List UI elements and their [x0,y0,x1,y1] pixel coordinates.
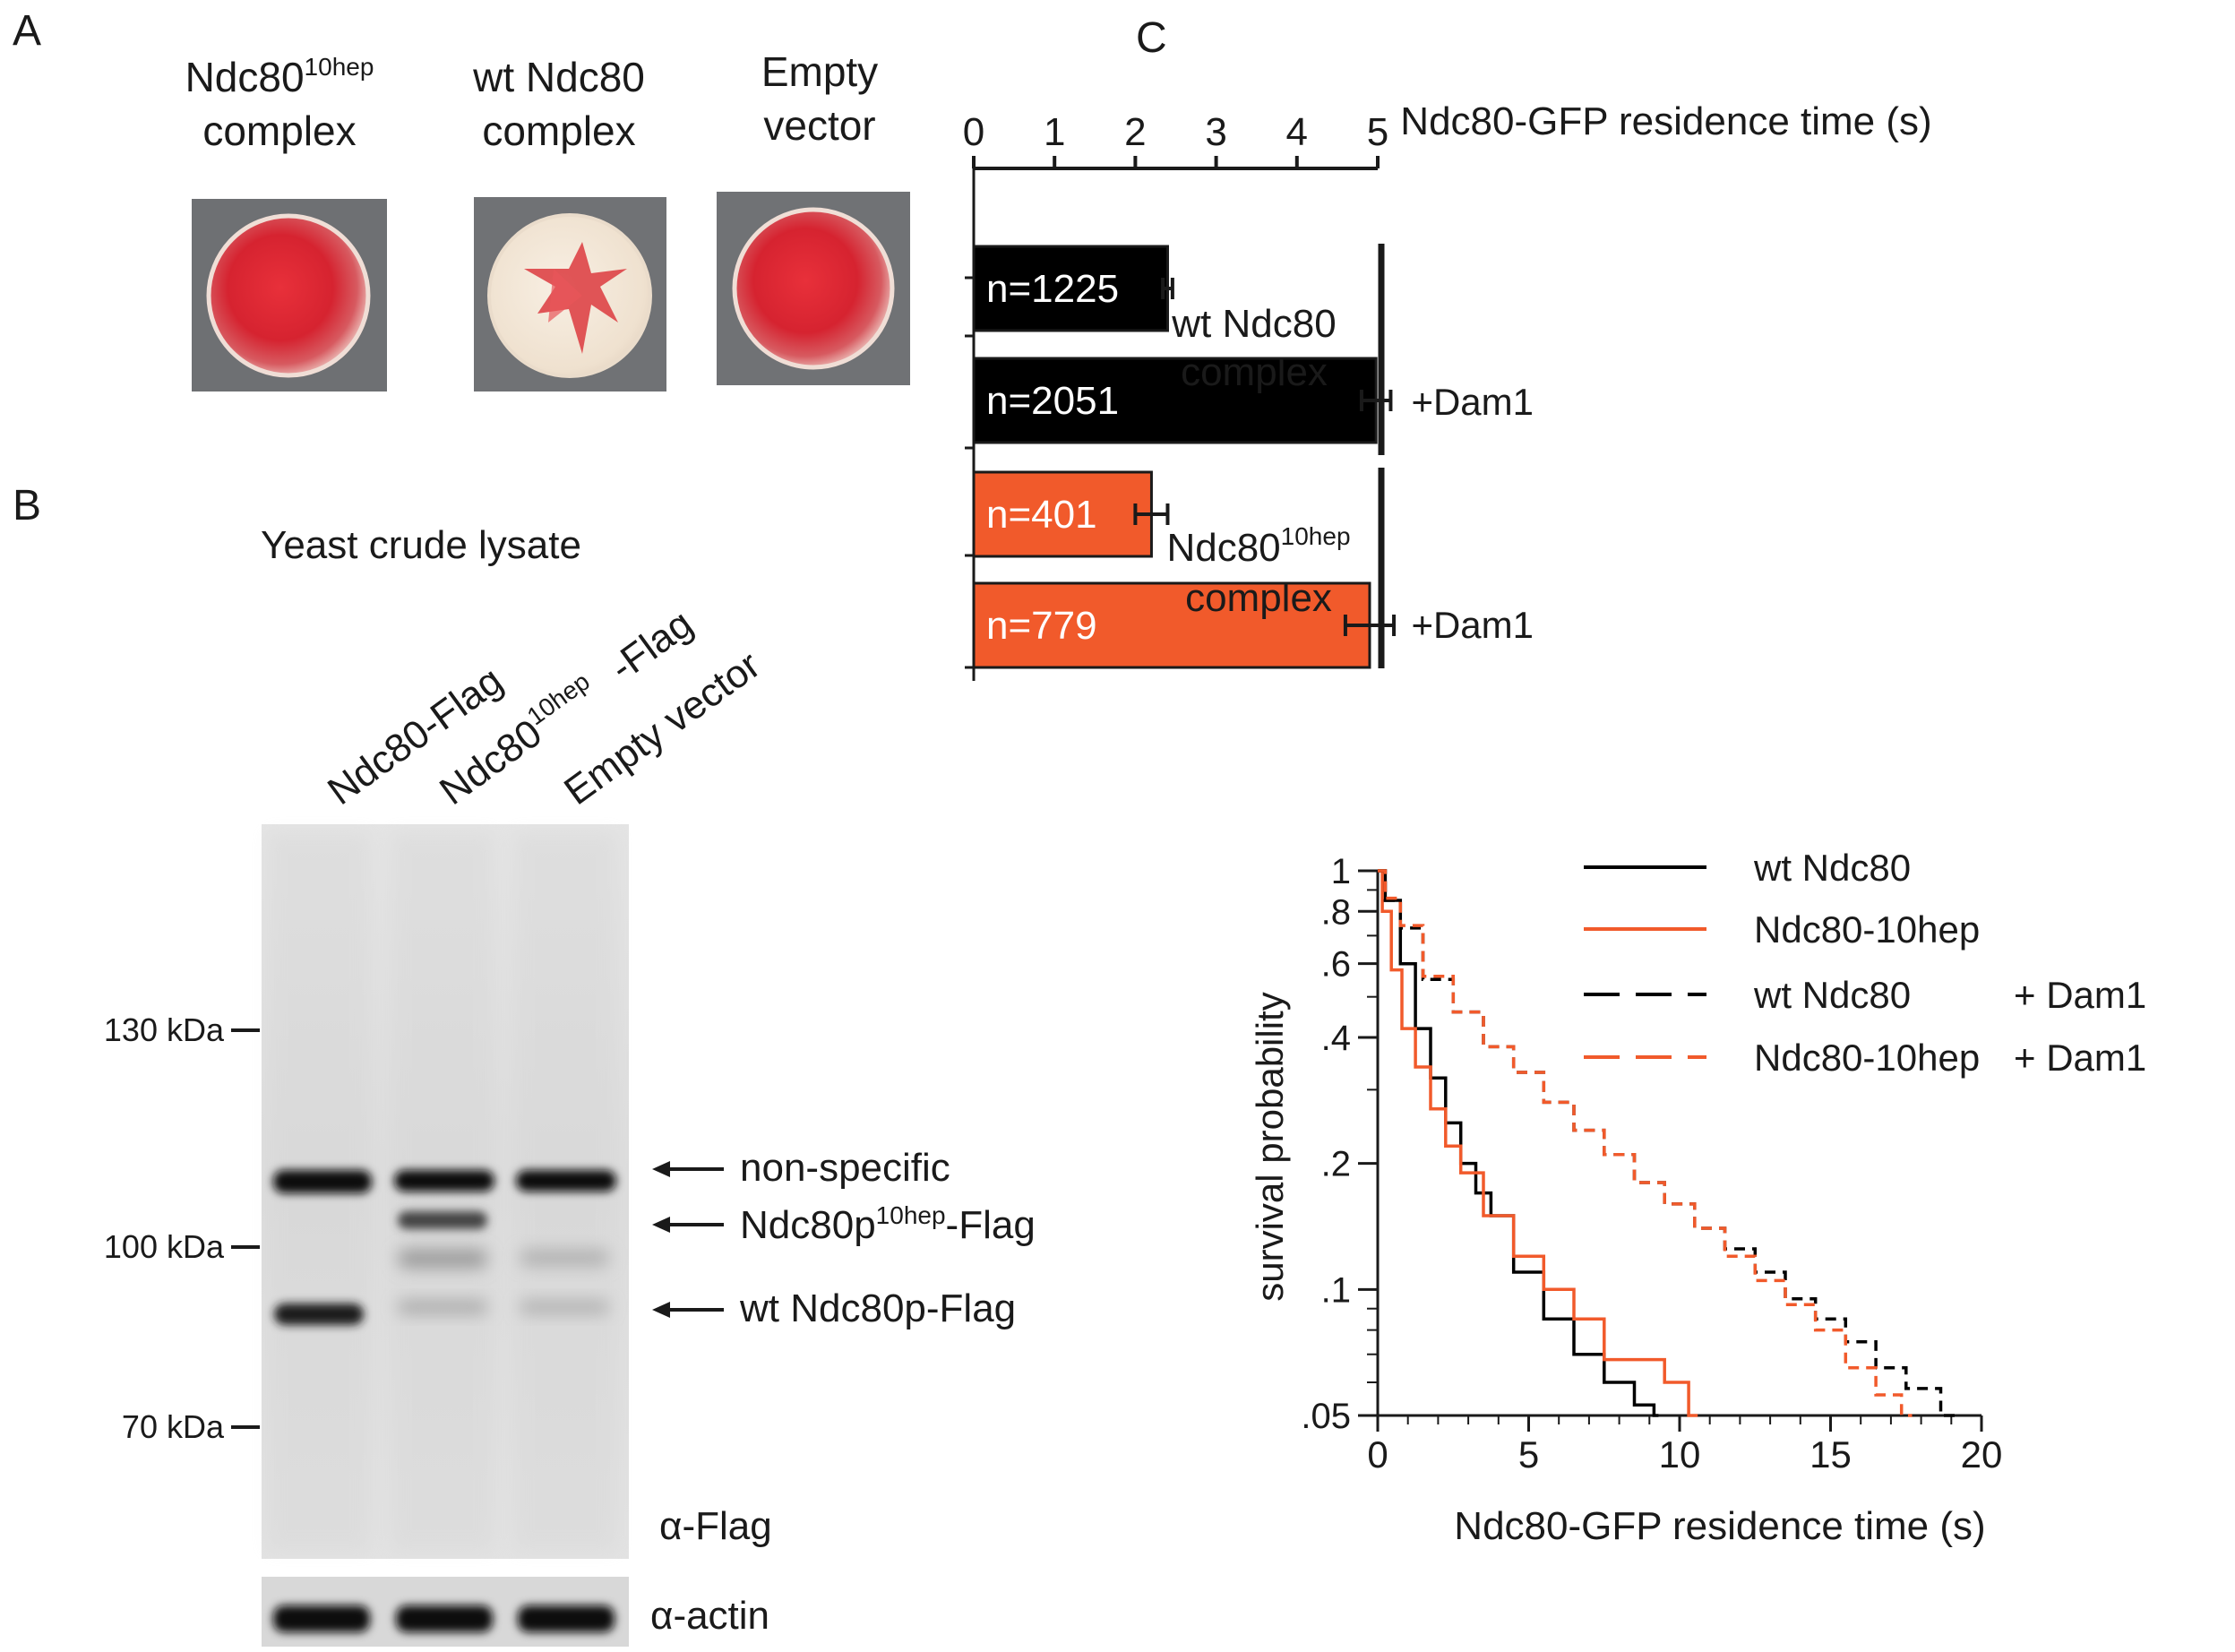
western-blot-actin [262,1577,629,1647]
bar-data-label: n=2051 [986,379,1119,423]
legend-label: wt Ndc80 [1753,974,1911,1016]
legend-extra: + Dam1 [2014,1037,2146,1079]
panel-c: C Ndc80-GFP residence time (s) 0 1 2 3 4 5 n=… [963,14,2146,1548]
survival-axes: 1.8 .6 .4 .2 .1 .05 0 5 10 15 20 [1301,852,2002,1476]
arrow-left-icon [652,1161,670,1177]
panel-b: B Yeast crude lysate Ndc80-Flag Ndc8010h… [13,482,1036,1647]
bar-x-tick-label: 3 [1205,110,1226,154]
survival-y-tick-label: .8 [1321,892,1351,932]
lane-label-empty-vector: Empty vector [556,643,769,814]
panel-b-letter: B [13,482,41,529]
col3-title-line1: Empty [761,48,878,95]
legend-label: Ndc80-10hep [1754,1037,1980,1079]
survival-y-tick-label: .1 [1321,1270,1351,1310]
bar [972,470,1153,558]
dam1-label-10hep: +Dam1 [1411,604,1534,646]
bar [972,357,1378,444]
antibody-actin-label: α-actin [650,1594,769,1638]
survival-y-tick-label: .2 [1321,1145,1351,1184]
marker-70: 70 kDa [122,1408,225,1445]
bar-x-tick-label: 1 [1044,110,1065,154]
bar-x-tick-label: 0 [963,110,984,154]
lane2-suffix: -Flag [602,601,701,690]
western-blot-flag [262,824,629,1559]
mutant-sup: 10hep [876,1201,946,1229]
col2-title-line2: complex [482,108,635,154]
group-10hep-line1: Ndc8010hep [1166,522,1350,570]
label-nonspecific: non-specific [740,1146,950,1190]
panel-a-letter: A [13,7,41,55]
group-wt-line1: wt Ndc80 [1171,302,1336,346]
survival-x-tick-label: 5 [1518,1433,1539,1476]
survival-plot: 1.8 .6 .4 .2 .1 .05 0 5 10 15 20 wt Ndc80 Ndc80-10h… [1249,847,2146,1548]
group-10hep-line2: complex [1185,576,1332,620]
label-mutant-band: Ndc80p10hep-Flag [740,1201,1036,1247]
survival-x-tick-label: 15 [1809,1433,1852,1476]
survival-x-tick-label: 0 [1367,1433,1388,1476]
survival-curve [1378,869,1659,1417]
bar-x-tick-label: 4 [1286,110,1308,154]
survival-y-tick-label: .05 [1301,1397,1351,1436]
survival-curve [1378,869,1913,1417]
survival-curve [1378,869,1698,1417]
survival-y-tick-label: .4 [1321,1019,1351,1058]
colony-photo-ndc80-10hep [192,199,387,391]
panel-c-letter: C [1136,14,1167,62]
bar-data-label: n=1225 [986,267,1119,311]
survival-x-tick-label: 10 [1659,1433,1701,1476]
group-wt-line2: complex [1181,350,1328,394]
survival-y-label: survival probability [1249,992,1291,1301]
col1-title-line2: complex [202,108,356,154]
antibody-flag-label: α-Flag [659,1504,772,1548]
band-annotations: non-specific Ndc80p10hep-Flag wt Ndc80p-… [652,1146,1036,1330]
panel-a: A Ndc8010hep complex wt Ndc80 complex Em… [13,7,910,391]
survival-curve [1378,869,1961,1417]
survival-x-tick-label: 20 [1961,1433,2003,1476]
bar-data-label: n=401 [986,493,1097,537]
bar-x-tick-label: 5 [1367,110,1388,154]
marker-130: 130 kDa [104,1011,225,1048]
col1-title-line1: Ndc8010hep [185,53,374,100]
survival-y-tick-label: .6 [1321,945,1351,985]
dam1-label-wt: +Dam1 [1411,381,1534,423]
legend-label: Ndc80-10hep [1754,908,1980,951]
survival-x-label: Ndc80-GFP residence time (s) [1454,1504,1985,1548]
marker-100: 100 kDa [104,1228,225,1265]
bar-x-tick-label: 2 [1124,110,1146,154]
lane2-sup: 10hep [522,667,595,731]
bar-chart-title: Ndc80-GFP residence time (s) [1400,99,1931,143]
survival-legend: wt Ndc80 Ndc80-10hep wt Ndc80 + Dam1 Ndc80-1… [1584,847,2146,1079]
bar-data-label: n=779 [986,604,1097,648]
legend-extra: + Dam1 [2014,974,2146,1016]
colony-photo-wt-ndc80 [474,197,666,391]
label-wt-band: wt Ndc80p-Flag [739,1286,1016,1330]
group-10hep-base: Ndc80 [1166,526,1280,570]
bar [972,581,1371,669]
group-10hep-sup: 10hep [1281,522,1351,550]
colony-photo-empty-vector [717,192,910,385]
col1-title-sup: 10hep [305,53,374,81]
arrow-left-icon [652,1302,670,1318]
blot-title: Yeast crude lysate [261,523,581,567]
col3-title-line2: vector [763,102,875,149]
mutant-suffix: -Flag [946,1203,1036,1247]
arrow-left-icon [652,1217,670,1233]
col1-title-base: Ndc80 [185,54,305,100]
bar-chart: Ndc80-GFP residence time (s) 0 1 2 3 4 5 n=12… [963,99,1932,681]
bar [972,245,1169,332]
col2-title-line1: wt Ndc80 [472,54,645,100]
survival-curves [1378,869,1961,1417]
survival-y-tick-label: 1 [1331,852,1351,891]
legend-label: wt Ndc80 [1753,847,1911,889]
molecular-weight-markers: 130 kDa 100 kDa 70 kDa [104,1011,260,1445]
mutant-base: Ndc80p [740,1203,876,1247]
bar-chart-bars: n=1225 n=2051 n=401 n=779 [972,245,1397,669]
